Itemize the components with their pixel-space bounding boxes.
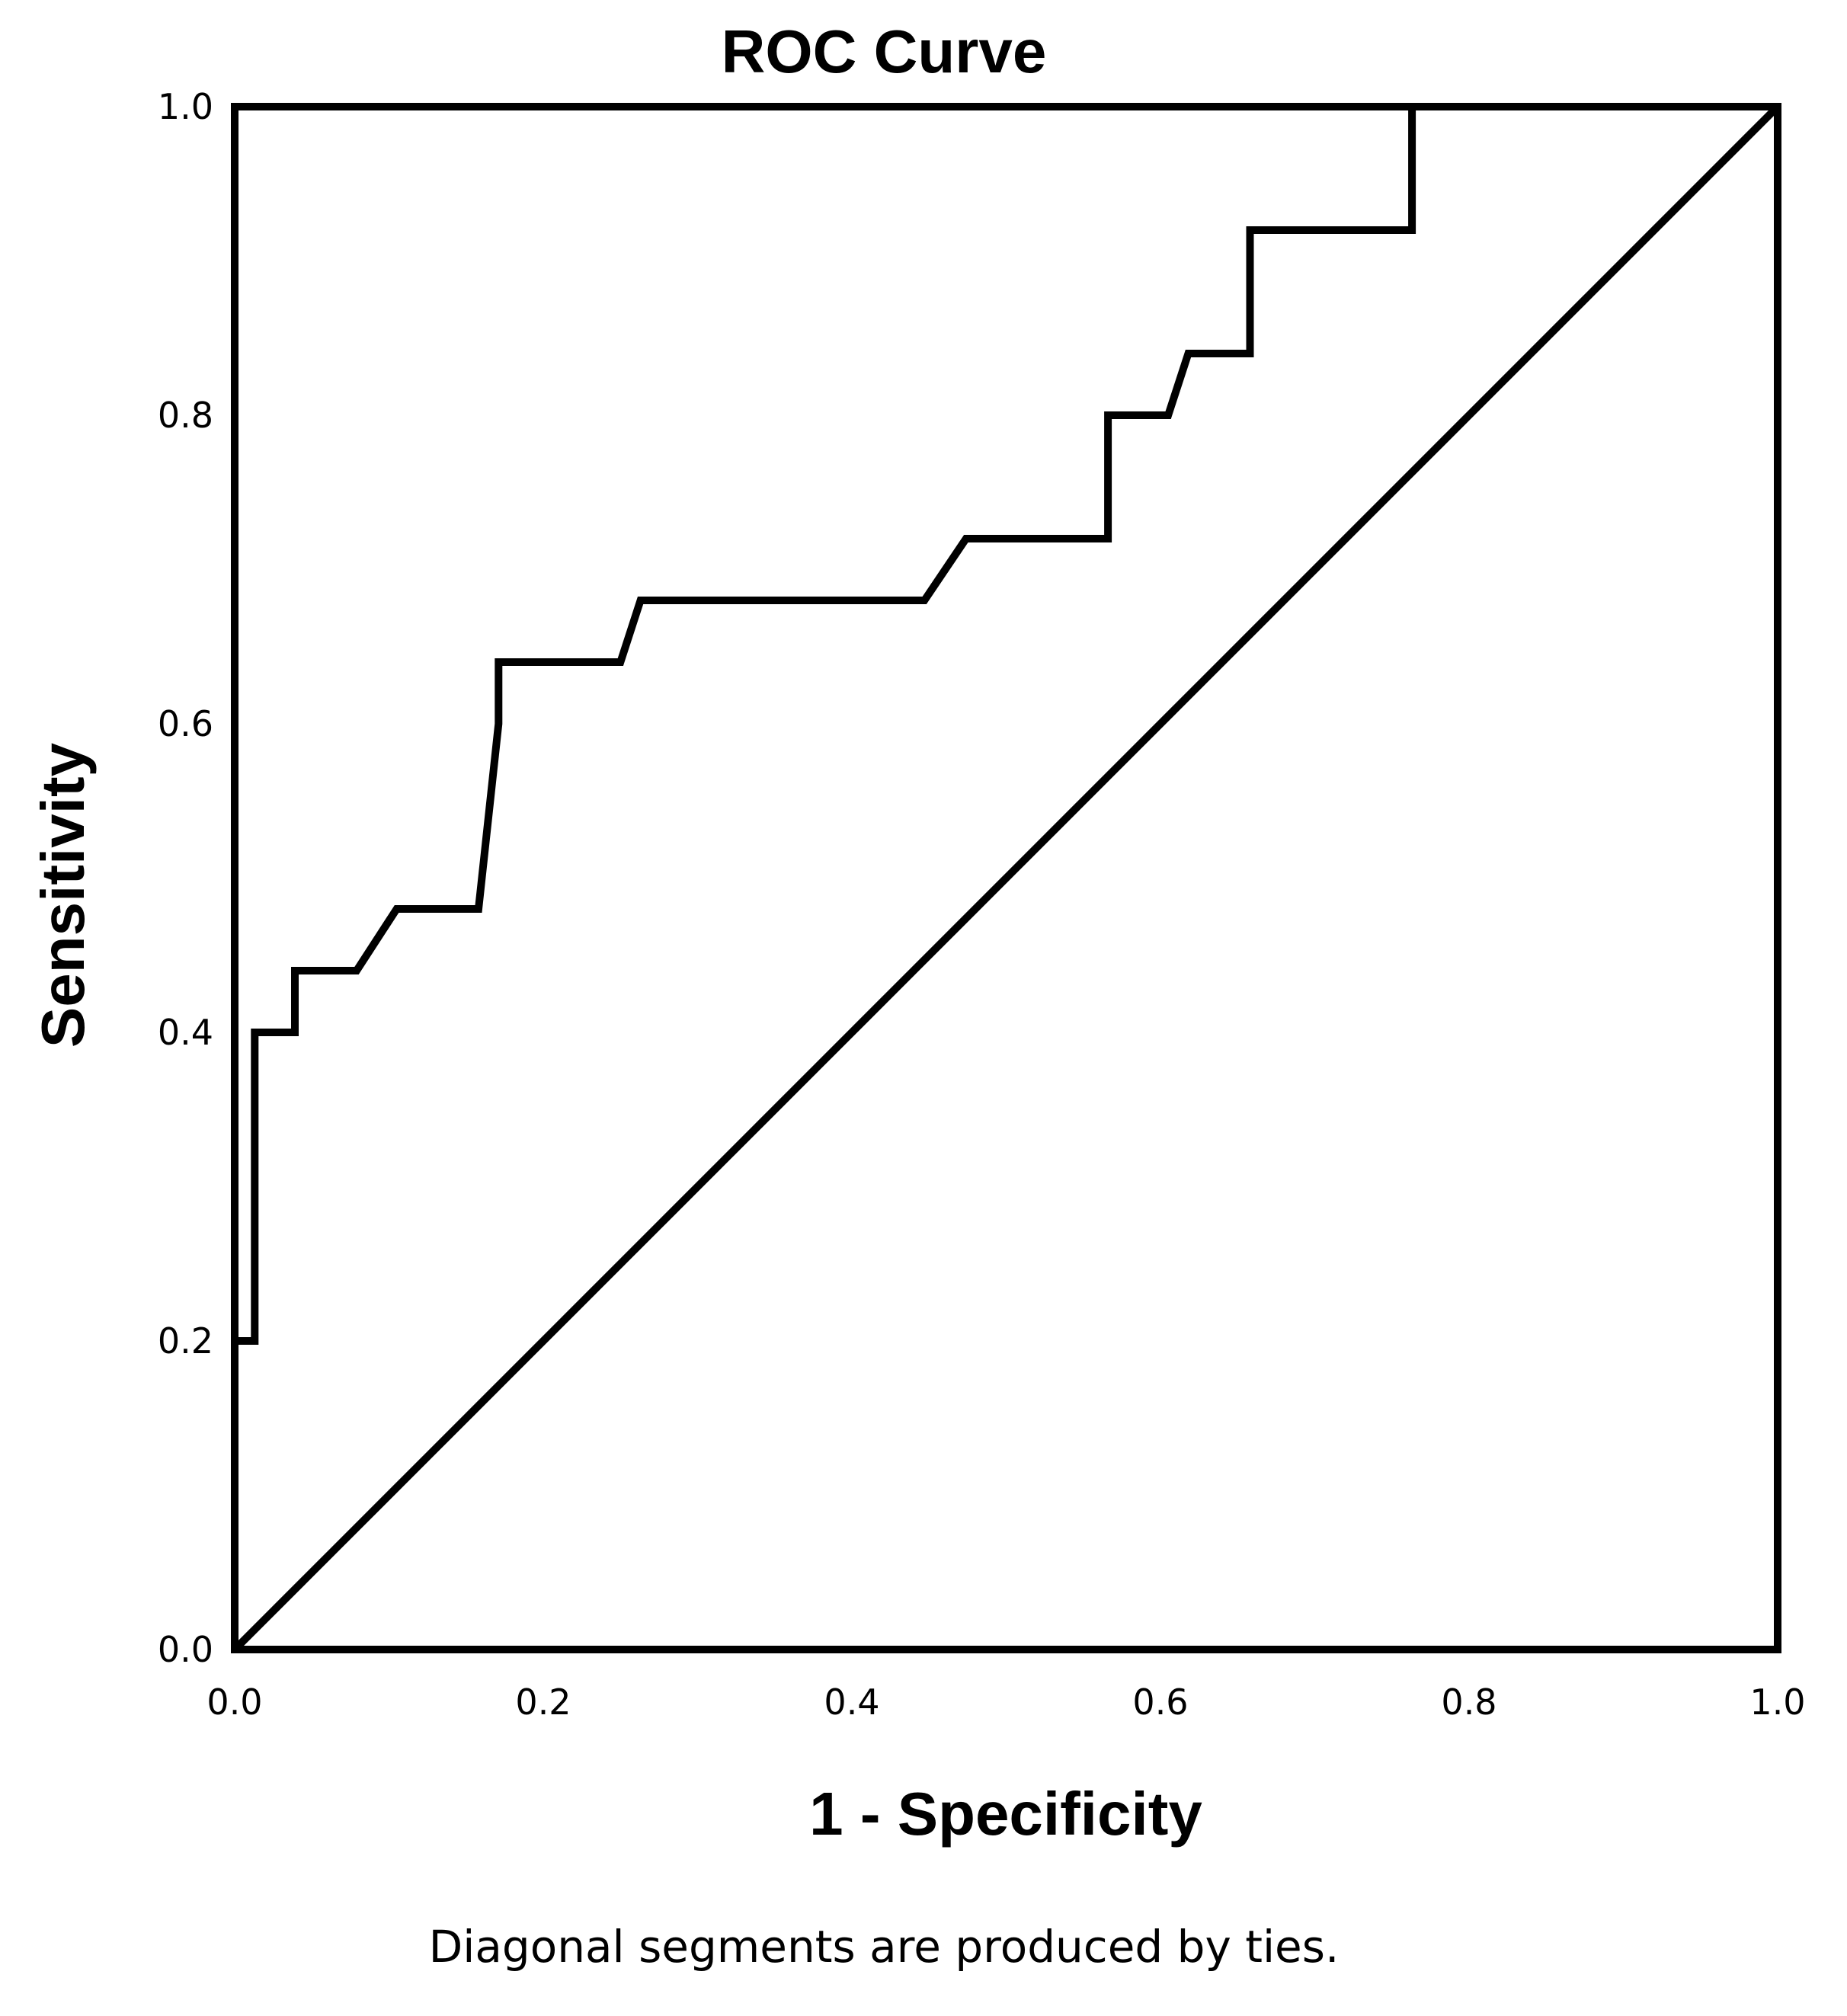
x-axis-label: 1 - Specificity — [809, 1780, 1202, 1848]
series-layer — [231, 103, 1781, 1653]
footnote: Diagonal segments are produced by ties. — [429, 1921, 1340, 1973]
y-tick-label: 0.4 — [158, 1012, 213, 1053]
y-tick-label: 0.2 — [158, 1320, 213, 1362]
x-tick-label: 1.0 — [1749, 1682, 1805, 1723]
x-tick-label: 0.4 — [824, 1682, 879, 1723]
x-tick-label: 0.8 — [1441, 1682, 1496, 1723]
y-tick-label: 0.8 — [158, 395, 213, 436]
reference-diagonal-line — [232, 104, 1781, 1653]
y-tick-label: 1.0 — [158, 86, 213, 127]
x-tick-label: 0.0 — [206, 1682, 262, 1723]
plot-frame — [231, 103, 1781, 1653]
y-tick-labels: 0.0 0.2 0.4 0.6 0.8 1.0 — [158, 86, 213, 1670]
y-tick-label: 0.0 — [158, 1629, 213, 1670]
x-tick-label: 0.2 — [515, 1682, 571, 1723]
roc-curve-line — [231, 103, 1778, 1650]
x-tick-labels: 0.0 0.2 0.4 0.6 0.8 1.0 — [206, 1682, 1805, 1723]
x-tick-label: 0.6 — [1132, 1682, 1188, 1723]
y-tick-label: 0.6 — [158, 703, 213, 744]
chart-title: ROC Curve — [722, 18, 1047, 85]
y-axis-label: Sensitivity — [29, 742, 97, 1048]
